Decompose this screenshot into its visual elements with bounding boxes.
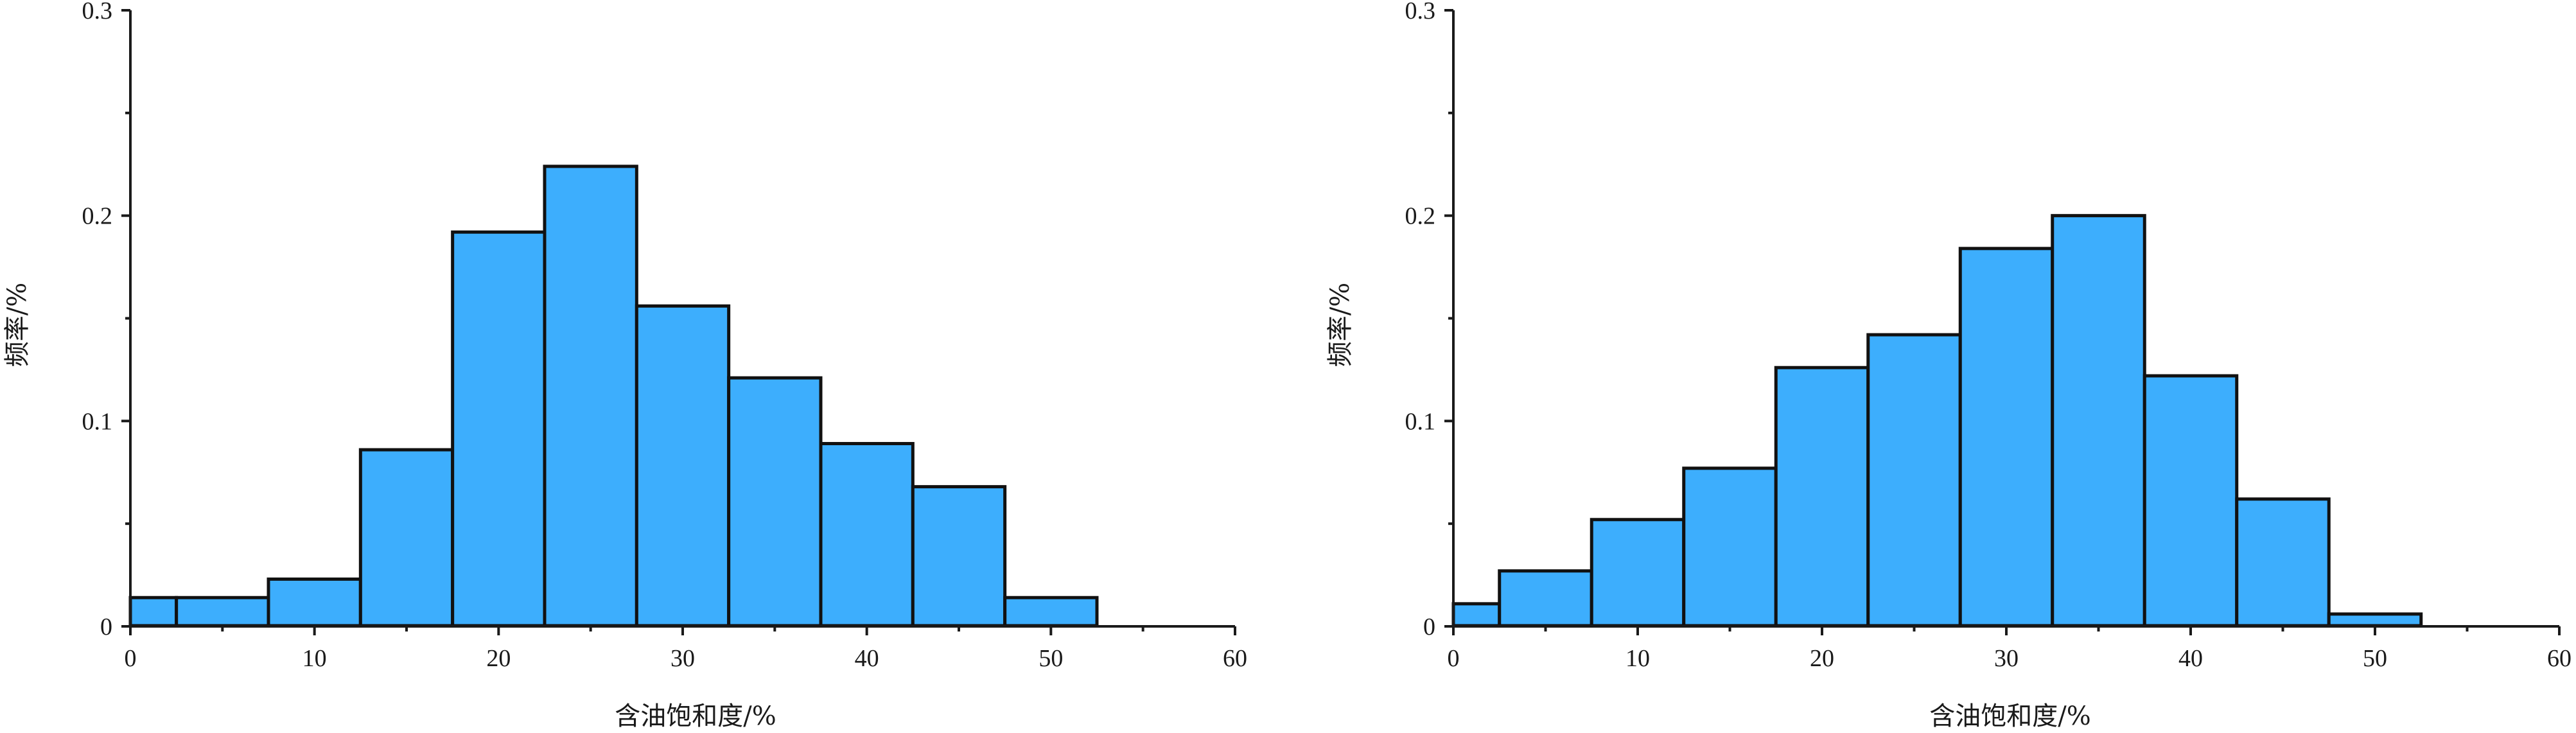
- histogram-bar: [1866, 333, 1962, 628]
- x-tick-label: 40: [2178, 645, 2203, 672]
- x-tick-label: 30: [1994, 645, 2019, 672]
- histogram-bar: [543, 164, 638, 628]
- x-axis-label: 含油饱和度/%: [615, 702, 776, 731]
- y-tick-label: 0.1: [82, 408, 113, 435]
- histogram-bar: [1774, 366, 1870, 628]
- histogram-bar: [911, 485, 1007, 628]
- histogram-bar: [128, 596, 179, 628]
- histogram-bar: [2235, 497, 2331, 628]
- y-tick-label: 0: [100, 614, 112, 640]
- histogram-bar: [358, 448, 455, 628]
- y-axis-label: 频率/%: [3, 283, 32, 367]
- x-tick-label: 40: [855, 645, 879, 672]
- x-tick-label: 50: [2363, 645, 2387, 672]
- x-tick-label: 10: [302, 645, 327, 672]
- y-tick-label: 0.3: [82, 0, 113, 24]
- histogram-bar: [1958, 247, 2055, 628]
- y-tick-label: 0.3: [1405, 0, 1436, 24]
- histogram-bar: [727, 376, 823, 628]
- histogram-bar: [1003, 596, 1099, 628]
- y-tick-label: 0.2: [1405, 203, 1436, 230]
- y-axis-label: 频率/%: [1326, 283, 1355, 367]
- histogram-bar: [1590, 518, 1686, 628]
- y-tick-label: 0.1: [1405, 408, 1436, 435]
- x-tick-label: 10: [1625, 645, 1650, 672]
- x-tick-label: 0: [125, 645, 137, 672]
- x-tick-label: 50: [1038, 645, 1063, 672]
- x-tick-label: 60: [2547, 645, 2572, 672]
- histogram-bar: [635, 304, 731, 628]
- histogram-bar: [175, 596, 270, 628]
- x-axis-label: 含油饱和度/%: [1929, 702, 2090, 731]
- y-tick-label: 0.2: [82, 203, 113, 230]
- x-tick-label: 0: [1448, 645, 1460, 672]
- x-tick-label: 20: [486, 645, 511, 672]
- histogram-left: 0 0.1 0.2 0.3 0 10 20 30 40 50 60 含油饱和度/% 频率/%: [3, 0, 1247, 731]
- histogram-bar: [2142, 374, 2239, 628]
- histogram-bar: [2327, 612, 2423, 628]
- x-tick-label: 30: [670, 645, 695, 672]
- histogram-bar: [1451, 602, 1502, 628]
- histogram-bar: [819, 441, 915, 628]
- y-tick-label: 0: [1423, 614, 1435, 640]
- histogram-bar: [451, 230, 547, 628]
- histogram-bar: [1498, 569, 1593, 628]
- histogram-right: 0 0.1 0.2 0.3 0 10 20 30 40 50 60 含油饱和度/% 频率/%: [1326, 0, 2572, 731]
- x-tick-label: 60: [1223, 645, 1247, 672]
- x-tick-label: 20: [1810, 645, 1834, 672]
- histogram-bar: [267, 577, 362, 628]
- histogram-bar: [2051, 214, 2146, 628]
- histogram-bar: [1682, 466, 1778, 628]
